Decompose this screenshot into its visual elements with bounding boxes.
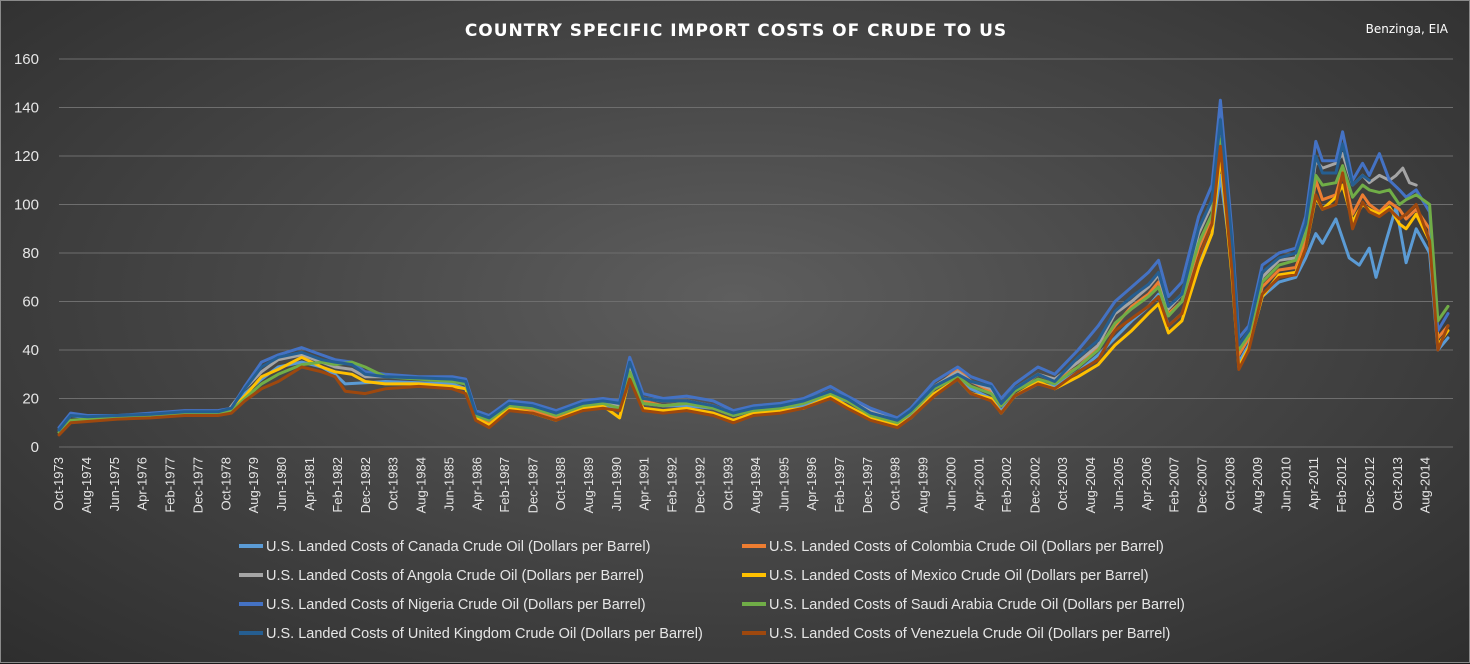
x-tick-label: Dec-1992 [693, 457, 708, 513]
x-tick-label: Feb-1982 [330, 457, 345, 513]
y-tick-label: 100 [14, 197, 39, 214]
legend-label: U.S. Landed Costs of Colombia Crude Oil … [769, 539, 1164, 555]
x-tick-label: Oct-1983 [386, 457, 401, 510]
x-tick-label: Jun-1975 [107, 457, 122, 511]
x-tick-label: Feb-2002 [999, 457, 1014, 513]
x-tick-label: Aug-2009 [1250, 457, 1265, 513]
x-tick-label: Oct-1988 [553, 457, 568, 510]
x-tick-label: Aug-1994 [748, 457, 763, 513]
legend-label: U.S. Landed Costs of United Kingdom Crud… [266, 626, 703, 642]
x-tick-label: Jun-2010 [1278, 457, 1293, 511]
chart-source: Benzinga, EIA [1366, 22, 1449, 36]
series-line-8 [57, 144, 1450, 437]
x-tick-label: Apr-1981 [302, 457, 317, 510]
x-tick-label: Dec-1987 [525, 457, 540, 513]
x-tick-label: Apr-2001 [971, 457, 986, 510]
x-tick-label: Dec-2002 [1027, 457, 1042, 513]
x-tick-label: Feb-1992 [664, 457, 679, 513]
series-line-6 [57, 137, 1450, 434]
x-tick-label: Jun-1980 [274, 457, 289, 511]
y-tick-label: 20 [22, 391, 39, 408]
legend-label: U.S. Landed Costs of Angola Crude Oil (D… [266, 568, 644, 584]
x-tick-label: Dec-2007 [1195, 457, 1210, 513]
x-tick-label: Apr-1986 [469, 457, 484, 510]
x-tick-label: Aug-1984 [413, 457, 428, 513]
x-tick-label: Apr-1991 [637, 457, 652, 510]
series-line-1 [57, 173, 1450, 432]
x-tick-label: Feb-1977 [162, 457, 177, 513]
x-tick-label: Oct-1998 [888, 457, 903, 510]
x-tick-label: Oct-1993 [720, 457, 735, 510]
x-tick-label: Aug-1989 [581, 457, 596, 513]
x-tick-label: Jun-2005 [1111, 457, 1126, 511]
legend-label: U.S. Landed Costs of Mexico Crude Oil (D… [769, 568, 1149, 584]
x-tick-label: Jun-1995 [776, 457, 791, 511]
legend-label: U.S. Landed Costs of Nigeria Crude Oil (… [266, 597, 646, 613]
x-tick-label: Dec-1982 [358, 457, 373, 513]
x-tick-label: Feb-2007 [1167, 457, 1182, 513]
x-tick-label: Aug-1999 [916, 457, 931, 513]
y-tick-label: 0 [31, 439, 39, 456]
legend-label: U.S. Landed Costs of Canada Crude Oil (D… [266, 539, 650, 555]
x-tick-label: Jun-1985 [442, 457, 457, 511]
y-tick-label: 120 [14, 148, 39, 165]
x-tick-label: Feb-1997 [832, 457, 847, 513]
x-axis-ticks: Oct-1973 Aug-1974 Jun-1975 Apr-1976 Feb-1977… [51, 457, 1433, 513]
x-tick-label: Aug-1974 [79, 457, 94, 513]
x-tick-label: Apr-1996 [804, 457, 819, 510]
legend-label: U.S. Landed Costs of Saudi Arabia Crude … [769, 597, 1185, 613]
series-line-5 [57, 98, 1450, 430]
series-line-7 [57, 118, 1371, 432]
x-tick-label: Oct-2003 [1055, 457, 1070, 510]
x-tick-label: Oct-1973 [51, 457, 66, 510]
x-tick-label: Oct-1978 [218, 457, 233, 510]
x-tick-label: Dec-1997 [860, 457, 875, 513]
gridlines [59, 58, 1453, 448]
legend-label: U.S. Landed Costs of Venezuela Crude Oil… [769, 626, 1170, 642]
x-tick-label: Aug-2014 [1418, 457, 1433, 513]
y-tick-label: 40 [22, 342, 39, 359]
y-tick-label: 140 [14, 100, 39, 117]
x-tick-label: Jun-1990 [609, 457, 624, 511]
x-tick-label: Dec-1977 [191, 457, 206, 513]
x-tick-label: Feb-1987 [497, 457, 512, 513]
x-tick-label: Apr-2006 [1139, 457, 1154, 510]
x-tick-label: Feb-2012 [1334, 457, 1349, 513]
x-tick-label: Apr-2011 [1306, 457, 1321, 510]
x-tick-label: Dec-2012 [1362, 457, 1377, 513]
x-tick-label: Aug-2004 [1083, 457, 1098, 513]
y-tick-label: 80 [22, 245, 39, 262]
legend: U.S. Landed Costs of Canada Crude Oil (D… [239, 539, 1185, 642]
x-tick-label: Apr-1976 [135, 457, 150, 510]
y-axis-ticks: 0 20 40 60 80 100 120 140 160 [14, 51, 39, 456]
y-tick-label: 60 [22, 294, 39, 311]
x-tick-label: Oct-2013 [1390, 457, 1405, 510]
x-tick-label: Jun-2000 [944, 457, 959, 511]
y-tick-label: 160 [14, 51, 39, 68]
x-tick-label: Oct-2008 [1222, 457, 1237, 510]
x-tick-label: Aug-1979 [246, 457, 261, 513]
series-lines [57, 98, 1450, 437]
chart-title: COUNTRY SPECIFIC IMPORT COSTS OF CRUDE T… [465, 21, 1007, 41]
